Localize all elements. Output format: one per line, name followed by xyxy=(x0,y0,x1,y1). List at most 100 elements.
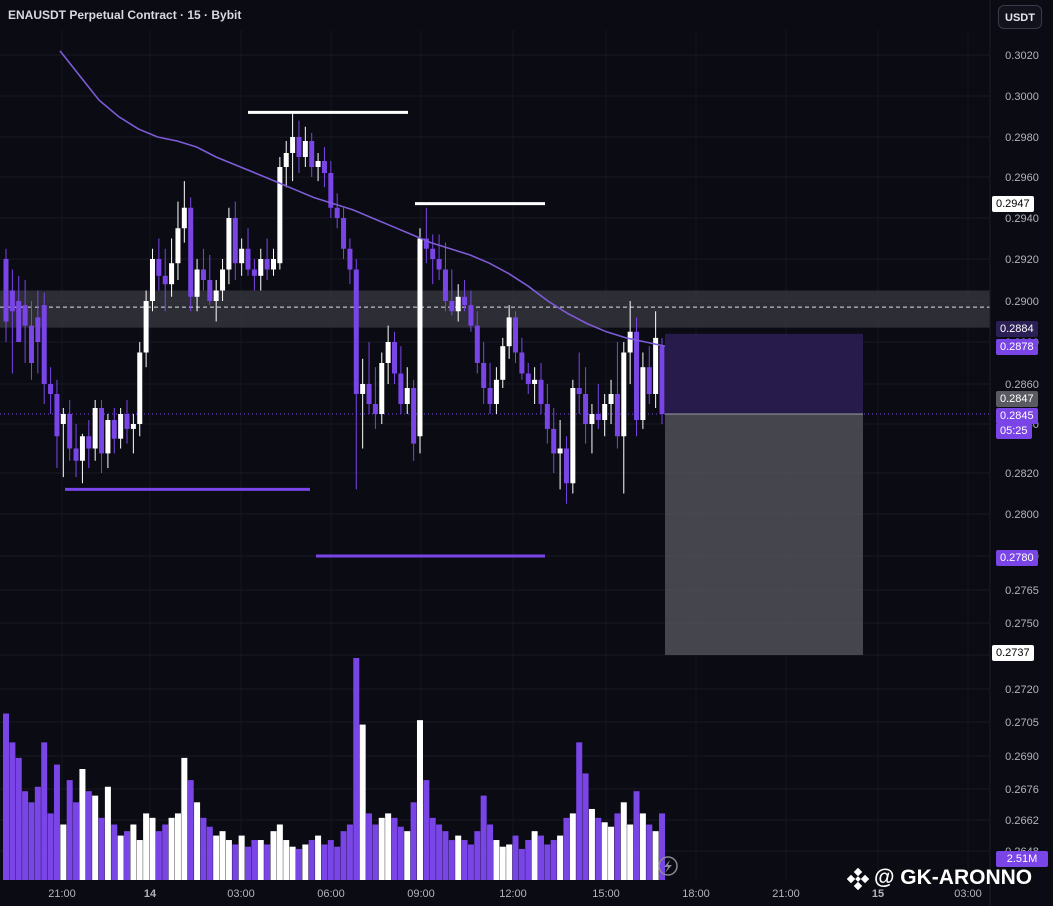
candle-body xyxy=(595,414,601,420)
volume-bar xyxy=(219,831,226,880)
volume-bar xyxy=(136,840,143,880)
candle-body xyxy=(277,167,283,264)
candle-body xyxy=(328,173,334,208)
candle-body xyxy=(455,296,461,312)
volume-bar xyxy=(124,831,131,880)
candle-body xyxy=(41,305,47,384)
volume-bar xyxy=(194,802,201,880)
y-tick-label: 0.2765 xyxy=(1005,585,1039,597)
y-tick-label: 0.2920 xyxy=(1005,254,1039,266)
candle-body xyxy=(302,141,308,157)
volume-bar xyxy=(200,817,207,880)
volume-bar xyxy=(28,802,35,880)
volume-bar xyxy=(423,780,430,880)
candle-body xyxy=(640,367,646,420)
candle-body xyxy=(449,301,455,312)
candle-body xyxy=(525,373,531,384)
volume-bar xyxy=(506,844,513,880)
candle-body xyxy=(245,248,251,270)
volume-bar xyxy=(79,769,86,880)
volume-bar xyxy=(334,846,341,880)
volume-bar xyxy=(416,720,423,880)
y-tick-label: 0.2705 xyxy=(1005,717,1039,729)
volume-bar xyxy=(302,844,309,880)
currency-unit-button[interactable]: USDT xyxy=(998,5,1042,29)
volume-bar xyxy=(66,780,73,880)
x-tick-label: 03:00 xyxy=(227,888,255,900)
candle-body xyxy=(532,379,538,384)
candle-body xyxy=(385,342,391,363)
y-tick-label: 0.2750 xyxy=(1005,618,1039,630)
volume-bar xyxy=(474,831,481,880)
volume-bar xyxy=(117,835,124,880)
candle-body xyxy=(366,384,372,404)
candle-body xyxy=(602,404,608,420)
volume-bar xyxy=(321,844,328,880)
candle-body xyxy=(513,317,519,353)
volume-bar xyxy=(429,817,436,880)
volume-bar xyxy=(22,791,29,880)
x-tick-label: 09:00 xyxy=(407,888,435,900)
volume-bar xyxy=(225,840,232,880)
candle-body xyxy=(519,352,525,374)
candle-body xyxy=(621,352,627,437)
candle-body xyxy=(570,388,576,484)
candle-body xyxy=(309,141,315,167)
candle-body xyxy=(200,269,206,280)
y-tick-label: 0.2662 xyxy=(1005,815,1039,827)
candle-body xyxy=(124,414,130,429)
volume-bar xyxy=(391,817,398,880)
candle-body xyxy=(392,342,398,374)
volume-bar xyxy=(238,835,245,880)
volume-bar xyxy=(455,835,462,880)
volume-bar xyxy=(531,831,538,880)
volume-bar xyxy=(359,724,366,880)
candle-body xyxy=(54,394,60,437)
volume-bar xyxy=(315,835,322,880)
candle-body xyxy=(99,408,105,454)
volume-bar xyxy=(557,835,564,880)
volume-bar xyxy=(181,757,188,880)
volume-bar xyxy=(588,808,595,880)
candle-body xyxy=(481,363,487,388)
candle-body xyxy=(436,259,442,270)
candle-body xyxy=(614,394,620,437)
candle-body xyxy=(16,301,22,342)
candle-body xyxy=(264,259,270,270)
volume-bar xyxy=(633,791,640,880)
candle-body xyxy=(353,269,359,394)
volume-bar xyxy=(111,824,118,880)
candle-body xyxy=(213,290,219,301)
volume-bar xyxy=(353,658,360,880)
binance-logo-icon xyxy=(847,868,869,890)
candle-body xyxy=(462,296,468,306)
y-tick-label: 0.2800 xyxy=(1005,509,1039,521)
candle-body xyxy=(48,384,54,394)
volume-bar xyxy=(366,813,373,880)
volume-bar xyxy=(493,840,500,880)
x-tick-label: 15 xyxy=(872,888,884,900)
flash-icon-bolt xyxy=(664,860,672,873)
candle-body xyxy=(92,408,98,449)
volume-bar xyxy=(448,840,455,880)
volume-bar xyxy=(627,824,634,880)
candle-body xyxy=(111,420,117,439)
volume-bar xyxy=(9,742,16,880)
x-tick-label: 14 xyxy=(144,888,157,900)
x-tick-label: 03:00 xyxy=(954,888,982,900)
y-tick-label: 0.2940 xyxy=(1005,213,1039,225)
x-tick-label: 15:00 xyxy=(592,888,620,900)
candle-body xyxy=(60,414,66,424)
y-tick-label: 0.2960 xyxy=(1005,172,1039,184)
candle-body xyxy=(653,337,659,394)
volume-bar xyxy=(73,802,80,880)
volume-bar xyxy=(47,813,54,880)
volume-bar xyxy=(104,786,111,880)
candle-body xyxy=(341,218,347,249)
candle-body xyxy=(321,161,327,173)
candle-body xyxy=(442,269,448,301)
candle-body xyxy=(430,248,436,259)
candle-body xyxy=(372,404,378,414)
volume-bar xyxy=(595,817,602,880)
